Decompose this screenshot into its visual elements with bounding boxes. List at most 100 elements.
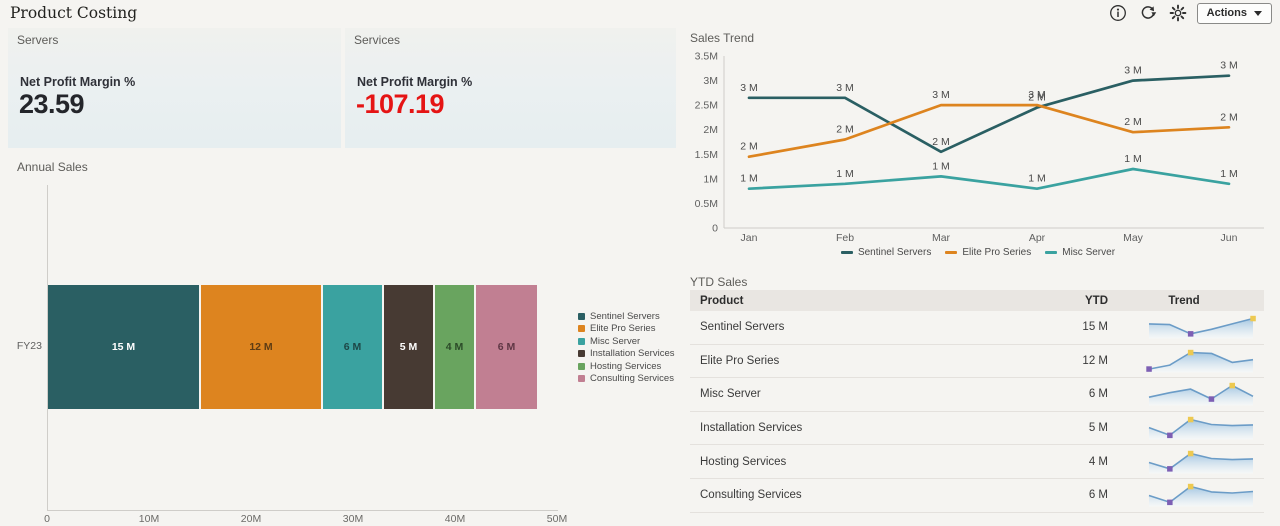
table-row[interactable]: Misc Server 6 M <box>690 378 1264 412</box>
trend-line[interactable] <box>747 74 1231 154</box>
sales-trend-title: Sales Trend <box>690 31 755 45</box>
trend-cell <box>1114 381 1264 407</box>
bar-segment[interactable]: 5 M <box>384 285 435 409</box>
legend-item[interactable]: Sentinel Servers <box>578 310 674 323</box>
svg-text:Feb: Feb <box>836 232 854 244</box>
ytd-value: 4 M <box>1088 455 1108 468</box>
svg-text:1 M: 1 M <box>932 160 950 172</box>
product-name: Installation Services <box>700 422 803 435</box>
bar-segment[interactable]: 15 M <box>48 285 201 409</box>
bar-segment-label: 4 M <box>445 341 464 353</box>
svg-text:2.5M: 2.5M <box>695 100 718 112</box>
legend-item[interactable]: Consulting Services <box>578 373 674 386</box>
trend-line[interactable] <box>747 103 1231 159</box>
svg-text:May: May <box>1123 232 1144 244</box>
min-marker <box>1167 432 1173 439</box>
max-marker <box>1250 316 1256 322</box>
bar-segment[interactable]: 6 M <box>323 285 384 409</box>
info-icon[interactable] <box>1107 2 1129 24</box>
svg-text:1M: 1M <box>703 173 718 185</box>
ytd-value: 15 M <box>1082 321 1108 334</box>
sales-trend-legend: Sentinel Servers Elite Pro Series Misc Ser… <box>690 247 1266 258</box>
trend-sparkline <box>1148 416 1254 440</box>
legend-swatch <box>578 362 585 370</box>
trend-cell <box>1114 314 1264 340</box>
gear-icon[interactable] <box>1167 2 1189 24</box>
trend-line[interactable] <box>747 167 1231 191</box>
svg-text:2 M: 2 M <box>836 124 854 136</box>
svg-text:2 M: 2 M <box>1220 111 1238 123</box>
column-header: Trend <box>1168 294 1200 307</box>
legend-label: Sentinel Servers <box>857 247 932 258</box>
kpi-services-value: -107.19 <box>356 89 445 119</box>
max-marker <box>1187 450 1194 456</box>
page-title: Product Costing <box>10 4 138 22</box>
table-row[interactable]: Consulting Services 6 M <box>690 479 1264 513</box>
annual-sales-chart: FY23 15 M 12 M 6 M 5 M 4 M 6 M 0 10M 20M 30M 40M 50M… <box>8 155 676 526</box>
refresh-icon[interactable] <box>1137 2 1159 24</box>
ytd-value: 6 M <box>1088 388 1108 401</box>
kpi-services-title: Services <box>354 33 401 47</box>
kpi-servers-value: 23.59 <box>19 89 85 119</box>
legend-item[interactable]: Misc Server <box>1045 247 1115 258</box>
chevron-down-icon <box>1254 10 1262 16</box>
legend-label: Installation Services <box>590 348 675 360</box>
legend-swatch <box>840 251 853 254</box>
legend-swatch <box>578 337 585 345</box>
svg-text:Jun: Jun <box>1221 232 1238 244</box>
svg-text:1 M: 1 M <box>1220 168 1238 180</box>
legend-item[interactable]: Misc Server <box>578 335 674 348</box>
svg-text:Mar: Mar <box>932 232 951 244</box>
ytd-sales-title: YTD Sales <box>690 275 748 289</box>
product-name: Sentinel Servers <box>700 321 785 334</box>
svg-text:3 M: 3 M <box>740 82 758 94</box>
min-marker <box>1167 499 1173 506</box>
bar-segment[interactable]: 4 M <box>435 285 476 409</box>
svg-text:3 M: 3 M <box>1124 65 1142 77</box>
bar-segment[interactable]: 12 M <box>201 285 323 409</box>
table-header-row: Product YTD Trend <box>690 290 1264 311</box>
trend-sparkline <box>1146 349 1254 373</box>
kpi-servers-metric-label: Net Profit Margin % <box>20 75 136 89</box>
legend-label: Elite Pro Series <box>590 323 656 335</box>
table-row[interactable]: Installation Services 5 M <box>690 412 1264 446</box>
legend-item[interactable]: Elite Pro Series <box>945 247 1031 258</box>
svg-text:3.5M: 3.5M <box>695 51 718 63</box>
legend-swatch <box>945 251 958 254</box>
ytd-sales-panel: YTD Sales Product YTD Trend Sentinel Server… <box>690 272 1266 526</box>
table-row[interactable]: Hosting Services 4 M <box>690 445 1264 479</box>
legend-label: Consulting Services <box>590 373 674 385</box>
bar-segment-label: 6 M <box>343 341 362 353</box>
legend-swatch <box>578 325 585 333</box>
trend-sparkline <box>1148 383 1254 406</box>
svg-text:3 M: 3 M <box>1220 60 1238 72</box>
actions-button[interactable]: Actions <box>1196 2 1272 24</box>
axis-tick: 40M <box>444 513 466 525</box>
legend-label: Elite Pro Series <box>962 247 1032 258</box>
bar-segment-label: 15 M <box>111 341 136 353</box>
svg-text:1 M: 1 M <box>740 173 758 185</box>
svg-text:3 M: 3 M <box>932 89 950 101</box>
legend-label: Hosting Services <box>590 360 662 372</box>
legend-item[interactable]: Installation Services <box>578 348 674 361</box>
min-marker <box>1146 366 1152 372</box>
ytd-value: 6 M <box>1088 489 1108 502</box>
svg-text:2 M: 2 M <box>932 136 950 148</box>
column-header: YTD <box>1085 294 1108 307</box>
legend-item[interactable]: Hosting Services <box>578 360 674 373</box>
axis-tick: 20M <box>240 513 262 525</box>
svg-text:0: 0 <box>712 223 718 235</box>
trend-cell <box>1114 348 1264 374</box>
sales-trend-panel: Sales Trend 3.5M 3M 2.5M 2M 1.5M 1M 0.5M 0 Jan Fe… <box>690 28 1266 268</box>
bar-segment-label: 12 M <box>249 341 273 353</box>
legend-item[interactable]: Elite Pro Series <box>578 323 674 336</box>
legend-swatch <box>1045 251 1058 254</box>
table-row[interactable]: Sentinel Servers 15 M <box>690 311 1264 345</box>
kpi-servers-title: Servers <box>17 33 59 47</box>
table-row[interactable]: Elite Pro Series 12 M <box>690 345 1264 379</box>
bar-segment-label: 6 M <box>497 341 516 353</box>
bar-segment[interactable]: 6 M <box>476 285 537 409</box>
bar-segment-label: 5 M <box>399 341 418 353</box>
actions-label: Actions <box>1206 7 1247 19</box>
legend-item[interactable]: Sentinel Servers <box>840 247 932 258</box>
